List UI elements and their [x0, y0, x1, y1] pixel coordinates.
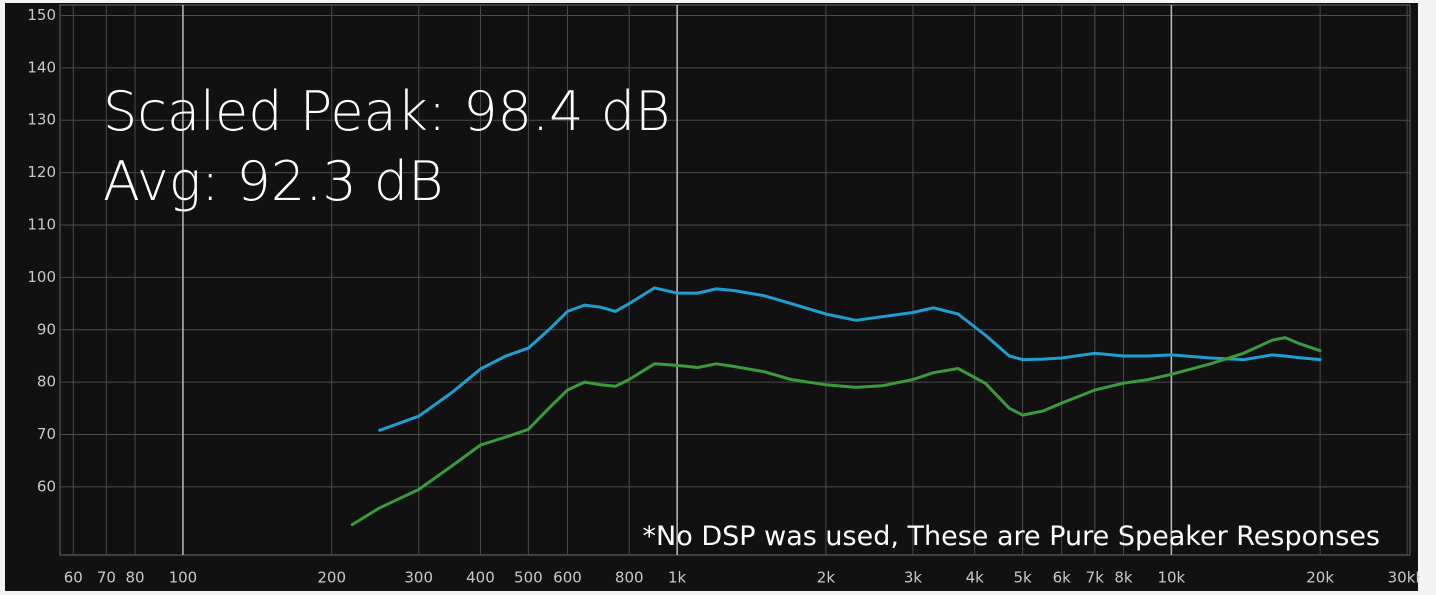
x-tick-label: 2k: [817, 569, 836, 587]
y-tick-label: 110: [27, 216, 56, 234]
x-tick-label: 500: [514, 569, 543, 587]
x-tick-label: 80: [125, 569, 144, 587]
plot-frame: [59, 4, 1411, 556]
annotation: Scaled Peak: 98.4 dB: [103, 80, 670, 143]
x-tick-label: 300: [404, 569, 433, 587]
x-tick-label: 60: [64, 569, 83, 587]
x-tick-label: 10k: [1157, 569, 1185, 587]
x-tick-label: 1k: [668, 569, 687, 587]
x-tick-label: 200: [317, 569, 346, 587]
chart-background: [5, 3, 1418, 591]
grid: [59, 4, 1411, 556]
y-tick-label: 130: [27, 111, 56, 129]
y-tick-label: 90: [37, 320, 56, 338]
y-tick-label: 80: [37, 373, 56, 391]
x-tick-label: 7k: [1086, 569, 1105, 587]
x-tick-label: 30kH: [1388, 569, 1420, 587]
x-tick-label: 3k: [904, 569, 923, 587]
y-tick-label: 100: [27, 268, 56, 286]
x-tick-label: 5k: [1013, 569, 1032, 587]
x-tick-label: 8k: [1114, 569, 1133, 587]
x-tick-label: 800: [615, 569, 644, 587]
annotation: Avg: 92.3 dB: [103, 150, 444, 213]
x-tick-label: 20k: [1306, 569, 1334, 587]
x-tick-label: 600: [553, 569, 582, 587]
y-tick-label: 140: [27, 58, 56, 76]
lines: [350, 286, 1322, 527]
series-line: [350, 336, 1322, 527]
series-line: [378, 286, 1322, 432]
y-tick-label: 70: [37, 425, 56, 443]
x-tick-label: 4k: [966, 569, 985, 587]
y-tick-label: 120: [27, 163, 56, 181]
note: *No DSP was used, These are Pure Speaker…: [643, 521, 1380, 552]
x-tick-label: 6k: [1053, 569, 1072, 587]
x-tick-label: 70: [97, 569, 116, 587]
y-tick-label: 60: [37, 477, 56, 495]
x-tick-label: 400: [466, 569, 495, 587]
x-tick-label: 100: [169, 569, 198, 587]
y-tick-label: 150: [27, 6, 56, 24]
